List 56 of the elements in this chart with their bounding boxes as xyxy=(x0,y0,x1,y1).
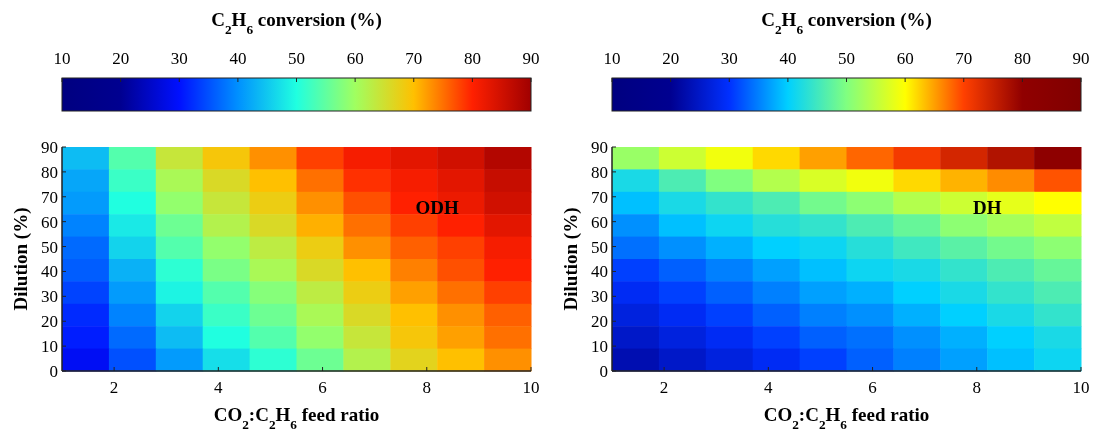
color-bar-label: 80 xyxy=(463,49,481,68)
color-bar-label: 80 xyxy=(1013,49,1031,68)
color-bar-label: 70 xyxy=(405,49,423,68)
x-tick-label: 10 xyxy=(522,378,540,397)
y-tick-label: 20 xyxy=(591,312,608,332)
color-bar-label: 30 xyxy=(170,49,188,68)
color-bar-label: 40 xyxy=(779,49,797,68)
y-tick-label: 10 xyxy=(41,337,58,357)
color-bar-label: 30 xyxy=(720,49,738,68)
x-tick-label: 6 xyxy=(318,378,327,397)
y-axis-title: Dilution (%) xyxy=(560,207,582,311)
x-tick-label: 2 xyxy=(659,378,669,397)
x-axis-title: CO$_{2}$:C$_{2}$H$_{6}$ feed ratio xyxy=(213,404,380,432)
color-bar-label: 60 xyxy=(346,49,364,68)
x-tick-label: 4 xyxy=(214,378,224,397)
color-bar-label: 40 xyxy=(229,49,247,68)
x-tick-label: 2 xyxy=(109,378,119,397)
y-tick-label: 40 xyxy=(41,262,58,282)
color-bar-label: 50 xyxy=(838,49,855,68)
y-tick-label: 30 xyxy=(41,287,58,307)
x-tick-label: 8 xyxy=(972,378,982,397)
color-bar-label: 50 xyxy=(288,49,305,68)
color-bar-label: 20 xyxy=(112,49,130,68)
y-tick-label: 70 xyxy=(591,187,608,207)
x-tick-label: 4 xyxy=(764,378,774,397)
x-tick-label: 10 xyxy=(1072,378,1090,397)
color-bar-title: C$_{2}$H$_{6}$ conversion (%) xyxy=(211,9,382,37)
color-bar-label: 60 xyxy=(896,49,914,68)
y-tick-label: 40 xyxy=(591,262,608,282)
x-tick-label: 6 xyxy=(868,378,877,397)
y-tick-label: 0 xyxy=(599,362,608,381)
y-tick-label: 90 xyxy=(41,138,58,157)
y-tick-label: 20 xyxy=(41,312,58,332)
color-bar-label: 90 xyxy=(522,49,540,68)
y-tick-label: 60 xyxy=(41,212,58,232)
color-bar-label: 90 xyxy=(1072,49,1090,68)
x-axis-title: CO$_{2}$:C$_{2}$H$_{6}$ feed ratio xyxy=(763,404,930,432)
color-bar-label: 70 xyxy=(955,49,973,68)
color-bar-title: C$_{2}$H$_{6}$ conversion (%) xyxy=(761,9,932,37)
y-tick-label: 10 xyxy=(591,337,608,357)
y-tick-label: 70 xyxy=(41,187,58,207)
color-bar-label: 10 xyxy=(603,49,621,68)
annotation: DH xyxy=(972,197,1002,219)
y-tick-label: 50 xyxy=(591,237,608,257)
y-tick-label: 80 xyxy=(41,162,58,182)
y-tick-label: 80 xyxy=(591,162,608,182)
y-tick-label: 90 xyxy=(591,138,608,157)
color-bar-label: 10 xyxy=(53,49,71,68)
x-tick-label: 8 xyxy=(422,378,432,397)
y-tick-label: 0 xyxy=(49,362,58,381)
y-tick-label: 30 xyxy=(591,287,608,307)
annotation: ODH xyxy=(415,197,460,219)
color-bar-label: 20 xyxy=(662,49,680,68)
y-tick-label: 60 xyxy=(591,212,608,232)
y-tick-label: 50 xyxy=(41,237,58,257)
y-axis-title: Dilution (%) xyxy=(10,207,32,311)
